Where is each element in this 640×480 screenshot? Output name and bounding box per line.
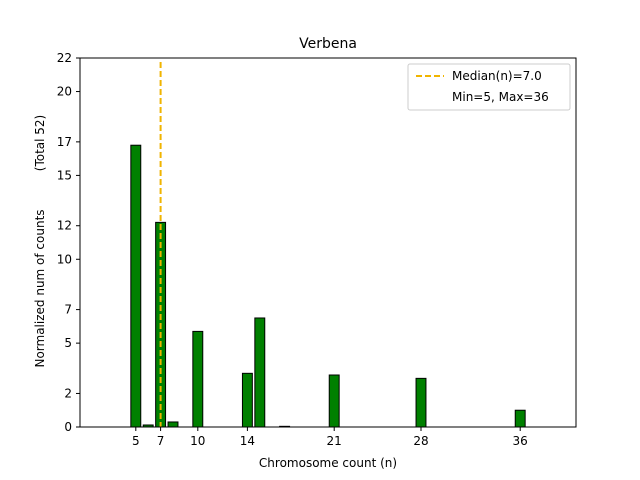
- y-tick-label: 7: [64, 303, 72, 317]
- x-tick-label: 10: [190, 434, 205, 448]
- legend: Median(n)=7.0 Min=5, Max=36: [407, 63, 571, 111]
- y-tick-label: 20: [57, 85, 72, 99]
- bar-n-5: [130, 144, 142, 428]
- bars-layer: [130, 144, 526, 428]
- bar-n-14: [241, 372, 253, 428]
- y-tick-label: 2: [64, 386, 72, 400]
- x-tick-label: 5: [132, 434, 140, 448]
- plot-area-frame: [79, 57, 577, 428]
- y-axis-label: Normalized num of counts: [33, 209, 47, 367]
- bar-n-36: [514, 409, 526, 428]
- y-axis-total-note: (Total 52): [33, 115, 47, 171]
- y-tick-label: 12: [57, 219, 72, 233]
- legend-min-max-label: Min=5, Max=36: [452, 90, 549, 104]
- y-tick-label: 15: [57, 168, 72, 182]
- x-tick-label: 28: [413, 434, 428, 448]
- chart-title: Verbena: [299, 36, 357, 52]
- x-tick-label: 21: [327, 434, 342, 448]
- bar-n-8: [167, 421, 179, 428]
- bar-n-15: [254, 317, 266, 428]
- y-tick-label: 5: [64, 336, 72, 350]
- legend-box: [407, 63, 571, 111]
- bar-n-21: [328, 374, 340, 428]
- legend-median-label: Median(n)=7.0: [452, 69, 542, 83]
- x-tick-label: 14: [240, 434, 255, 448]
- bar-n-28: [415, 377, 427, 428]
- ticks-layer: 5 7 10 14 21 28 36 0 2 5 7 10 12 15 17 20 22: [57, 51, 528, 448]
- bar-n-10: [192, 330, 204, 428]
- x-tick-label: 7: [157, 434, 165, 448]
- y-tick-label: 10: [57, 252, 72, 266]
- y-tick-label: 0: [64, 420, 72, 434]
- y-tick-label: 17: [57, 135, 72, 149]
- x-axis-label: Chromosome count (n): [259, 456, 397, 470]
- y-tick-label: 22: [57, 51, 72, 65]
- x-tick-label: 36: [513, 434, 528, 448]
